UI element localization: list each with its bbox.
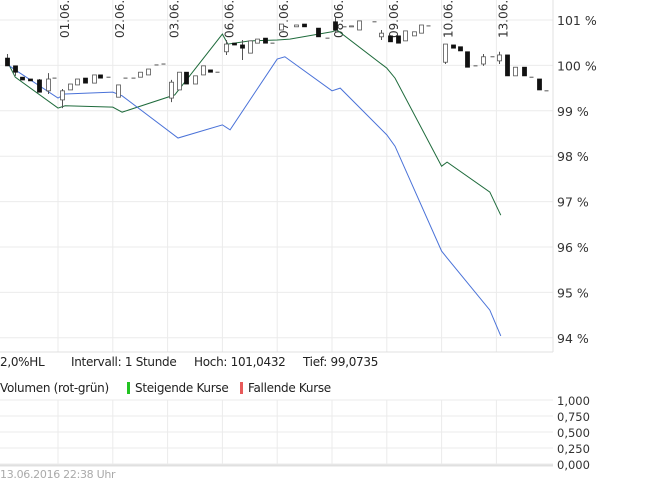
candle-falling — [458, 46, 463, 52]
legend-rising-label: Steigende Kurse — [135, 381, 229, 395]
x-tick-label: 07.06. — [277, 0, 291, 38]
candle-falling — [302, 23, 307, 28]
legend-falling: Fallende Kurse — [240, 381, 331, 395]
candle-rising — [403, 30, 408, 42]
chart-type-label: 2,0%HL — [0, 355, 45, 369]
y-tick-label: 97 % — [557, 195, 589, 210]
x-tick-label: 03.06. — [168, 0, 182, 38]
candle-rising — [379, 32, 384, 38]
candle-rising — [443, 43, 448, 63]
candle-rising — [497, 54, 502, 62]
volume-tick-label: 1,000 — [557, 394, 590, 408]
candle-falling — [98, 74, 103, 79]
candle-rising — [357, 20, 362, 31]
candle-falling — [522, 66, 527, 77]
candle-falling — [263, 37, 268, 44]
candle-rising — [75, 78, 80, 86]
candle-rising — [481, 56, 486, 65]
candle-falling — [505, 54, 510, 77]
y-tick-label: 100 % — [557, 58, 597, 73]
x-tick-label: 01.06. — [58, 0, 72, 38]
y-tick-label: 101 % — [557, 13, 597, 28]
y-tick-label: 98 % — [557, 149, 589, 164]
candle-falling — [208, 69, 213, 73]
volume-tick-label: 0,000 — [557, 458, 590, 472]
x-tick-label: 06.06. — [222, 0, 236, 38]
y-tick-label: 95 % — [557, 285, 589, 300]
volume-legend-label: Volumen (rot-grün) — [0, 381, 109, 395]
volume-tick-label: 0,750 — [557, 410, 590, 424]
candle-rising — [419, 24, 424, 34]
legend-falling-label: Fallende Kurse — [248, 381, 331, 395]
candle-falling — [20, 76, 25, 81]
candle-rising — [138, 71, 143, 78]
candle-falling — [388, 35, 393, 43]
high-label: Hoch: 101,0432 — [194, 355, 286, 369]
candle-falling — [83, 77, 88, 84]
candle-rising — [116, 84, 121, 98]
candle-falling — [37, 79, 42, 93]
candle-rising — [349, 25, 354, 28]
candle-rising — [193, 75, 198, 85]
volume-tick-label: 0,250 — [557, 442, 590, 456]
x-tick-label: 13.06. — [496, 0, 510, 38]
candle-rising — [177, 71, 182, 91]
candle-rising — [294, 24, 299, 28]
candle-falling — [465, 51, 470, 68]
rising-swatch — [127, 382, 130, 394]
y-tick-label: 96 % — [557, 240, 589, 255]
candle-falling — [537, 78, 542, 91]
candle-rising — [412, 31, 417, 37]
candle-falling — [28, 78, 33, 82]
candle-rising — [201, 65, 206, 76]
candle-falling — [316, 27, 321, 38]
candle-rising — [92, 74, 97, 84]
candle-falling — [333, 21, 338, 31]
low-label: Tief: 99,0735 — [303, 355, 379, 369]
x-tick-label: 08.06. — [332, 0, 346, 38]
candle-rising — [248, 40, 253, 54]
x-tick-label: 09.06. — [387, 0, 401, 38]
candle-rising — [169, 81, 174, 99]
candle-falling — [184, 71, 189, 85]
legend-rising: Steigende Kurse — [127, 381, 229, 395]
timestamp: 13.06.2016 22:38 Uhr — [0, 468, 116, 481]
x-tick-label: 10.06. — [442, 0, 456, 38]
candle-falling — [396, 35, 401, 44]
candle-rising — [46, 78, 51, 92]
candle-falling — [13, 65, 18, 73]
interval-label: Intervall: 1 Stunde — [71, 355, 177, 369]
candle-falling — [5, 57, 10, 67]
volume-tick-label: 0,500 — [557, 426, 590, 440]
y-tick-label: 99 % — [557, 104, 589, 119]
falling-swatch — [240, 382, 243, 394]
candle-falling — [451, 44, 456, 49]
candle-rising — [513, 66, 518, 77]
candle-rising — [60, 90, 65, 101]
candle-rising — [279, 23, 284, 31]
candle-rising — [255, 38, 260, 44]
candle-falling — [240, 44, 245, 49]
y-tick-label: 94 % — [557, 331, 589, 346]
series-line — [7, 29, 502, 216]
series-line — [7, 56, 502, 337]
x-tick-label: 02.06. — [113, 0, 127, 38]
candle-falling — [232, 42, 237, 46]
candle-rising — [224, 43, 229, 53]
candle-rising — [146, 68, 151, 76]
candle-rising — [68, 83, 73, 91]
